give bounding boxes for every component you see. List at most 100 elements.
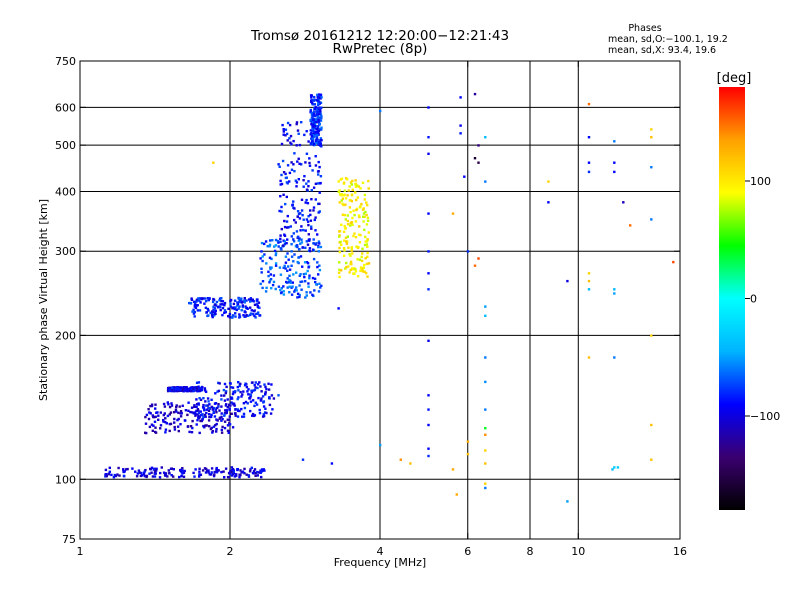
data-point <box>201 413 204 416</box>
data-point <box>168 389 172 392</box>
data-point <box>255 312 258 316</box>
data-point <box>192 312 196 315</box>
data-point <box>236 304 239 307</box>
data-point <box>177 411 180 414</box>
data-point <box>255 403 259 406</box>
data-point <box>215 300 219 304</box>
data-point <box>223 413 226 416</box>
data-point <box>207 400 210 403</box>
data-point <box>319 110 322 113</box>
data-point <box>319 93 323 96</box>
data-point <box>273 245 276 248</box>
data-point <box>249 298 253 301</box>
data-point <box>264 391 267 394</box>
data-point <box>157 418 160 421</box>
phases-heading: Phases <box>628 23 661 34</box>
data-point <box>355 198 358 202</box>
data-point <box>313 123 317 126</box>
data-point <box>247 314 250 317</box>
data-point <box>188 301 191 305</box>
data-point <box>159 424 163 427</box>
data-point <box>338 250 341 254</box>
data-point <box>316 265 319 269</box>
data-point <box>212 305 215 308</box>
data-point <box>271 283 275 287</box>
data-point <box>337 180 340 183</box>
data-point <box>213 473 216 476</box>
data-point <box>169 411 173 414</box>
data-point <box>214 309 217 313</box>
data-point <box>348 206 352 209</box>
data-point <box>473 92 477 96</box>
data-point <box>209 415 213 419</box>
data-point <box>316 95 319 99</box>
data-point <box>315 141 318 145</box>
x-tick-label: 4 <box>377 545 384 558</box>
data-point <box>176 386 179 389</box>
data-point <box>317 129 321 133</box>
data-point <box>220 394 223 397</box>
data-point <box>253 309 256 312</box>
data-point <box>304 201 307 204</box>
data-point <box>210 398 213 401</box>
data-point <box>282 133 285 136</box>
data-point <box>257 396 260 400</box>
data-point <box>307 180 310 183</box>
data-point <box>240 395 243 398</box>
data-point <box>343 213 347 217</box>
data-point <box>293 207 296 210</box>
data-point <box>226 424 230 427</box>
data-point <box>484 314 487 317</box>
data-point <box>258 411 262 415</box>
data-point <box>629 224 632 227</box>
data-point <box>305 218 309 221</box>
data-point <box>168 413 171 416</box>
data-point <box>650 128 653 131</box>
data-point <box>309 143 313 146</box>
data-point <box>285 195 288 199</box>
data-point <box>164 420 167 424</box>
data-point <box>228 471 231 475</box>
data-point <box>451 468 455 471</box>
data-point <box>198 431 201 435</box>
data-point <box>163 405 167 408</box>
data-point <box>207 409 211 412</box>
data-point <box>234 315 237 318</box>
data-point <box>243 310 246 313</box>
data-point <box>313 218 316 222</box>
data-point <box>316 108 320 112</box>
data-point <box>182 475 186 478</box>
data-point <box>245 385 249 389</box>
data-point <box>273 249 277 253</box>
data-point <box>289 225 292 228</box>
data-point <box>319 101 323 104</box>
data-point <box>359 233 362 237</box>
y-axis-label: Stationary phase Virtual Height [km] <box>37 199 50 401</box>
data-point <box>587 161 591 164</box>
axis-ticks: 1 2 4 6 8 10 16 75 100 200 300 400 500 600 750 <box>55 55 687 558</box>
data-point <box>362 212 366 215</box>
data-point <box>154 468 157 472</box>
data-point <box>304 296 307 299</box>
data-point <box>364 271 368 275</box>
data-point <box>243 472 246 475</box>
data-point <box>296 260 299 264</box>
data-point <box>283 264 286 268</box>
data-point <box>238 476 241 479</box>
data-point <box>237 396 240 399</box>
data-point <box>166 401 169 404</box>
data-point <box>314 155 317 158</box>
data-point <box>290 264 293 267</box>
data-point <box>154 426 157 429</box>
data-point <box>280 210 283 213</box>
data-point <box>317 142 320 146</box>
data-point <box>141 474 144 477</box>
data-point <box>252 389 255 392</box>
data-point <box>104 468 108 472</box>
data-point <box>207 419 211 422</box>
data-point <box>212 308 215 311</box>
data-point <box>317 119 320 122</box>
data-point <box>204 297 207 300</box>
data-point <box>314 114 317 118</box>
data-point <box>650 423 653 427</box>
